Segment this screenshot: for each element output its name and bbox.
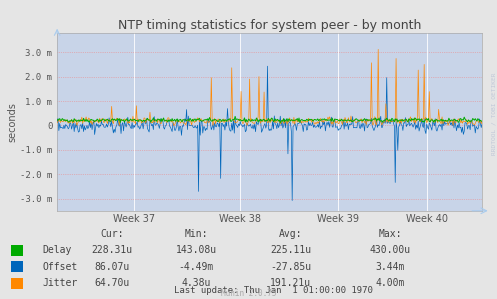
Text: Jitter: Jitter [42, 278, 78, 288]
Text: Min:: Min: [184, 229, 208, 239]
Y-axis label: seconds: seconds [7, 102, 17, 142]
Text: 86.07u: 86.07u [94, 262, 129, 272]
Text: Offset: Offset [42, 262, 78, 272]
Text: Cur:: Cur: [100, 229, 124, 239]
Text: 430.00u: 430.00u [370, 245, 411, 255]
Text: 143.08u: 143.08u [176, 245, 217, 255]
Text: 228.31u: 228.31u [91, 245, 132, 255]
Text: RRDTOOL / TOBI OETIKER: RRDTOOL / TOBI OETIKER [491, 72, 496, 155]
Text: Delay: Delay [42, 245, 72, 255]
Text: 4.00m: 4.00m [375, 278, 405, 288]
Title: NTP timing statistics for system peer - by month: NTP timing statistics for system peer - … [118, 19, 421, 32]
Text: -4.49m: -4.49m [179, 262, 214, 272]
Text: -27.85u: -27.85u [270, 262, 311, 272]
Text: Avg:: Avg: [279, 229, 303, 239]
Text: 3.44m: 3.44m [375, 262, 405, 272]
Text: Max:: Max: [378, 229, 402, 239]
Text: Munin 2.0.75: Munin 2.0.75 [221, 289, 276, 298]
Text: 4.38u: 4.38u [181, 278, 211, 288]
Text: Last update: Thu Jan  1 01:00:00 1970: Last update: Thu Jan 1 01:00:00 1970 [174, 286, 373, 295]
Text: 225.11u: 225.11u [270, 245, 311, 255]
Text: 64.70u: 64.70u [94, 278, 129, 288]
Text: 191.21u: 191.21u [270, 278, 311, 288]
